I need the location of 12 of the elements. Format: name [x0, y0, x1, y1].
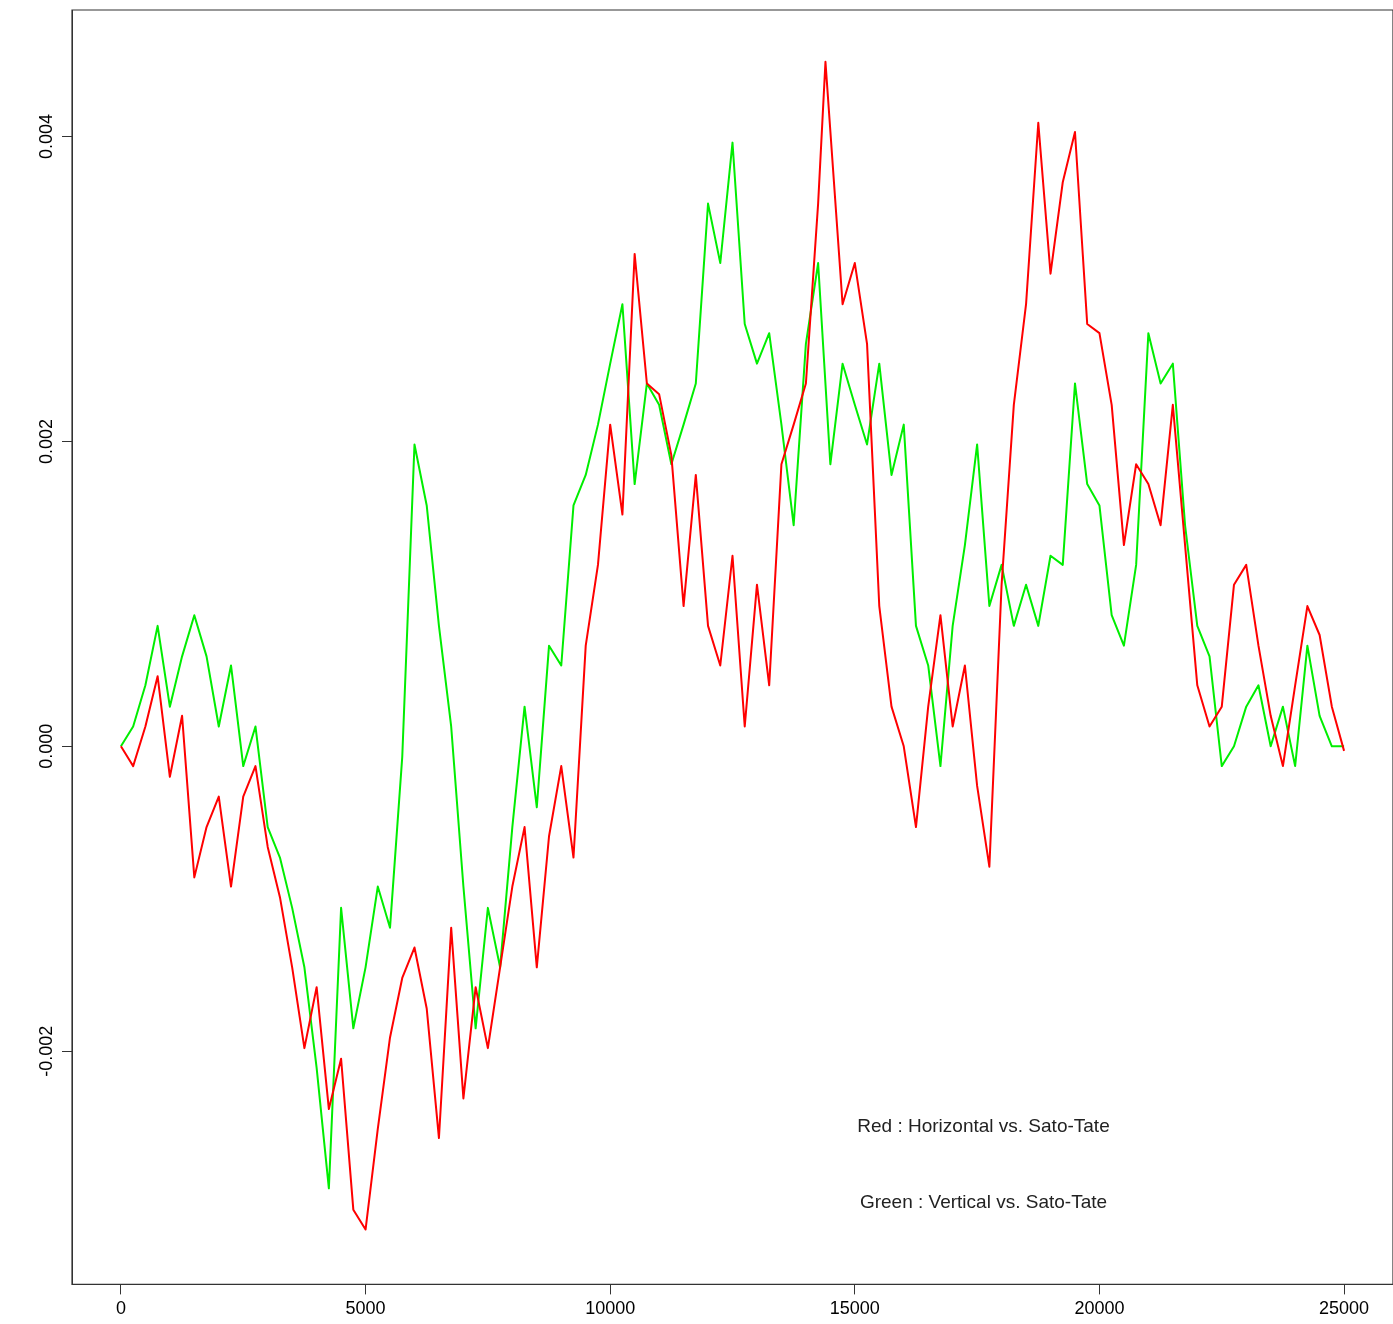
annotation: Green : Vertical vs. Sato-Tate [859, 1191, 1108, 1213]
y-tick-label: -0.002 [35, 1025, 56, 1077]
y-tick-label: 0.002 [35, 418, 56, 464]
x-tick-label: 5000 [345, 1298, 386, 1319]
y-tick-label: 0.000 [35, 723, 56, 769]
y-tick-label: 0.004 [35, 114, 56, 160]
x-tick-label: 20000 [1074, 1298, 1125, 1319]
x-tick-label: 10000 [585, 1298, 636, 1319]
x-tick-label: 25000 [1319, 1298, 1370, 1319]
annotation: Red : Horizontal vs. Sato-Tate [857, 1114, 1110, 1136]
x-tick-label: 15000 [829, 1298, 880, 1319]
x-tick-label: 0 [115, 1298, 126, 1319]
